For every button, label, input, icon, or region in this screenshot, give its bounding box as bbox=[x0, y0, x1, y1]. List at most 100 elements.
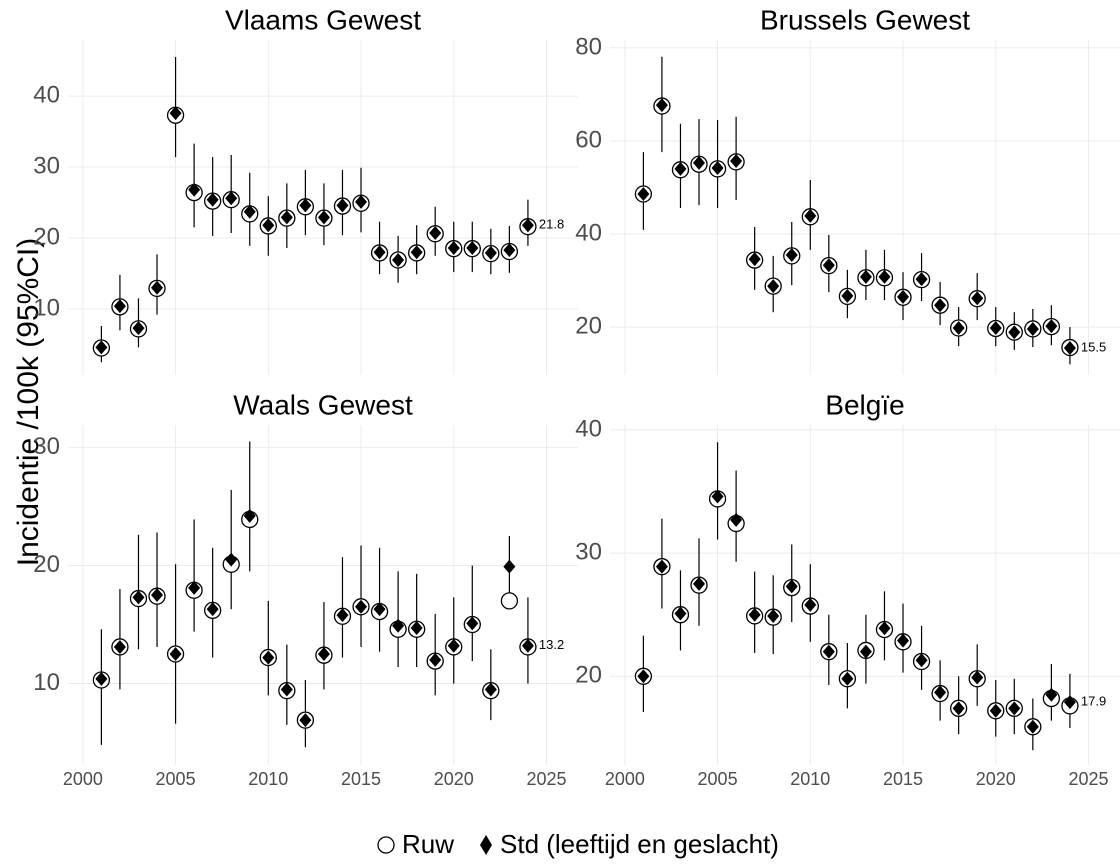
legend-label: Std (leeftijd en geslacht) bbox=[500, 829, 779, 859]
std-point bbox=[804, 208, 817, 223]
x-tick-label: 2015 bbox=[883, 769, 923, 789]
std-point bbox=[637, 669, 650, 684]
legend-label: Ruw bbox=[402, 829, 454, 859]
std-point bbox=[878, 621, 891, 636]
end-label: 17.9 bbox=[1081, 694, 1106, 709]
y-tick-label: 10 bbox=[33, 294, 60, 321]
std-point bbox=[317, 210, 330, 225]
x-tick-label: 2015 bbox=[341, 769, 381, 789]
std-point bbox=[859, 269, 872, 284]
std-point bbox=[1045, 319, 1058, 334]
std-point bbox=[1026, 321, 1039, 336]
std-point bbox=[95, 340, 108, 355]
std-point bbox=[373, 602, 386, 617]
std-point bbox=[336, 198, 349, 213]
std-point bbox=[447, 240, 460, 255]
std-point bbox=[132, 590, 145, 605]
x-tick-label: 2025 bbox=[526, 769, 566, 789]
std-point bbox=[989, 703, 1002, 718]
std-point bbox=[151, 280, 164, 295]
std-point bbox=[767, 608, 780, 623]
std-point bbox=[392, 618, 405, 633]
std-point bbox=[466, 240, 479, 255]
std-point bbox=[373, 245, 386, 260]
y-tick-label: 60 bbox=[575, 126, 602, 153]
y-tick-label: 20 bbox=[575, 662, 602, 689]
std-point bbox=[989, 321, 1002, 336]
x-tick-label: 2020 bbox=[434, 769, 474, 789]
std-point bbox=[280, 210, 293, 225]
y-tick-label: 10 bbox=[33, 669, 60, 696]
std-point bbox=[637, 187, 650, 202]
std-point bbox=[711, 489, 724, 504]
std-point bbox=[336, 608, 349, 623]
x-tick-label: 2010 bbox=[248, 769, 288, 789]
legend: Ruw Std (leeftijd en geslacht) bbox=[377, 829, 779, 859]
panel-title: Waals Gewest bbox=[233, 389, 413, 420]
std-point bbox=[878, 269, 891, 284]
std-point bbox=[1045, 687, 1058, 702]
x-tick-label: 2010 bbox=[790, 769, 830, 789]
std-point bbox=[410, 621, 423, 636]
std-point bbox=[521, 638, 534, 653]
x-tick-label: 2025 bbox=[1068, 769, 1108, 789]
std-point bbox=[521, 218, 534, 233]
y-tick-label: 20 bbox=[33, 551, 60, 578]
y-axis-label: Incidentie /100k (95%CI) bbox=[12, 238, 45, 567]
std-point bbox=[1026, 719, 1039, 734]
std-point bbox=[503, 559, 516, 574]
x-tick-label: 2005 bbox=[698, 769, 738, 789]
std-point bbox=[674, 161, 687, 176]
std-point bbox=[280, 682, 293, 697]
std-point bbox=[655, 98, 668, 113]
std-point bbox=[730, 512, 743, 527]
x-tick-label: 2020 bbox=[976, 769, 1016, 789]
end-label: 15.5 bbox=[1081, 339, 1106, 354]
std-point bbox=[262, 650, 275, 665]
panel-title: Belgïe bbox=[825, 389, 904, 420]
legend-marker bbox=[480, 835, 492, 855]
ruw-point bbox=[500, 592, 519, 610]
std-point bbox=[429, 226, 442, 241]
std-point bbox=[299, 198, 312, 213]
std-point bbox=[711, 160, 724, 175]
y-tick-label: 30 bbox=[33, 152, 60, 179]
std-point bbox=[655, 559, 668, 574]
std-point bbox=[466, 616, 479, 631]
legend-marker bbox=[377, 836, 395, 854]
y-tick-label: 20 bbox=[33, 223, 60, 250]
panel-title: Vlaams Gewest bbox=[225, 4, 421, 35]
std-point bbox=[113, 639, 126, 654]
std-point bbox=[841, 671, 854, 686]
std-point bbox=[317, 647, 330, 662]
x-tick-label: 2000 bbox=[63, 769, 103, 789]
std-point bbox=[299, 713, 312, 728]
y-tick-label: 40 bbox=[575, 415, 602, 442]
std-point bbox=[1008, 325, 1021, 340]
std-point bbox=[859, 644, 872, 659]
std-point bbox=[693, 155, 706, 170]
std-point bbox=[1063, 695, 1076, 710]
std-point bbox=[971, 670, 984, 685]
std-point bbox=[484, 245, 497, 260]
std-point bbox=[188, 182, 201, 197]
std-point bbox=[767, 279, 780, 294]
std-point bbox=[225, 552, 238, 567]
std-point bbox=[243, 204, 256, 219]
std-point bbox=[484, 682, 497, 697]
std-point bbox=[785, 579, 798, 594]
std-point bbox=[206, 192, 219, 207]
std-point bbox=[897, 289, 910, 304]
std-point bbox=[693, 576, 706, 591]
std-point bbox=[841, 288, 854, 303]
std-point bbox=[151, 588, 164, 602]
std-point bbox=[392, 253, 405, 268]
std-point bbox=[822, 644, 835, 659]
std-point bbox=[169, 106, 182, 121]
std-point bbox=[730, 153, 743, 168]
end-label: 13.2 bbox=[539, 637, 564, 652]
std-point bbox=[934, 685, 947, 700]
std-point bbox=[355, 599, 368, 614]
std-point bbox=[748, 607, 761, 622]
std-point bbox=[1063, 341, 1076, 356]
